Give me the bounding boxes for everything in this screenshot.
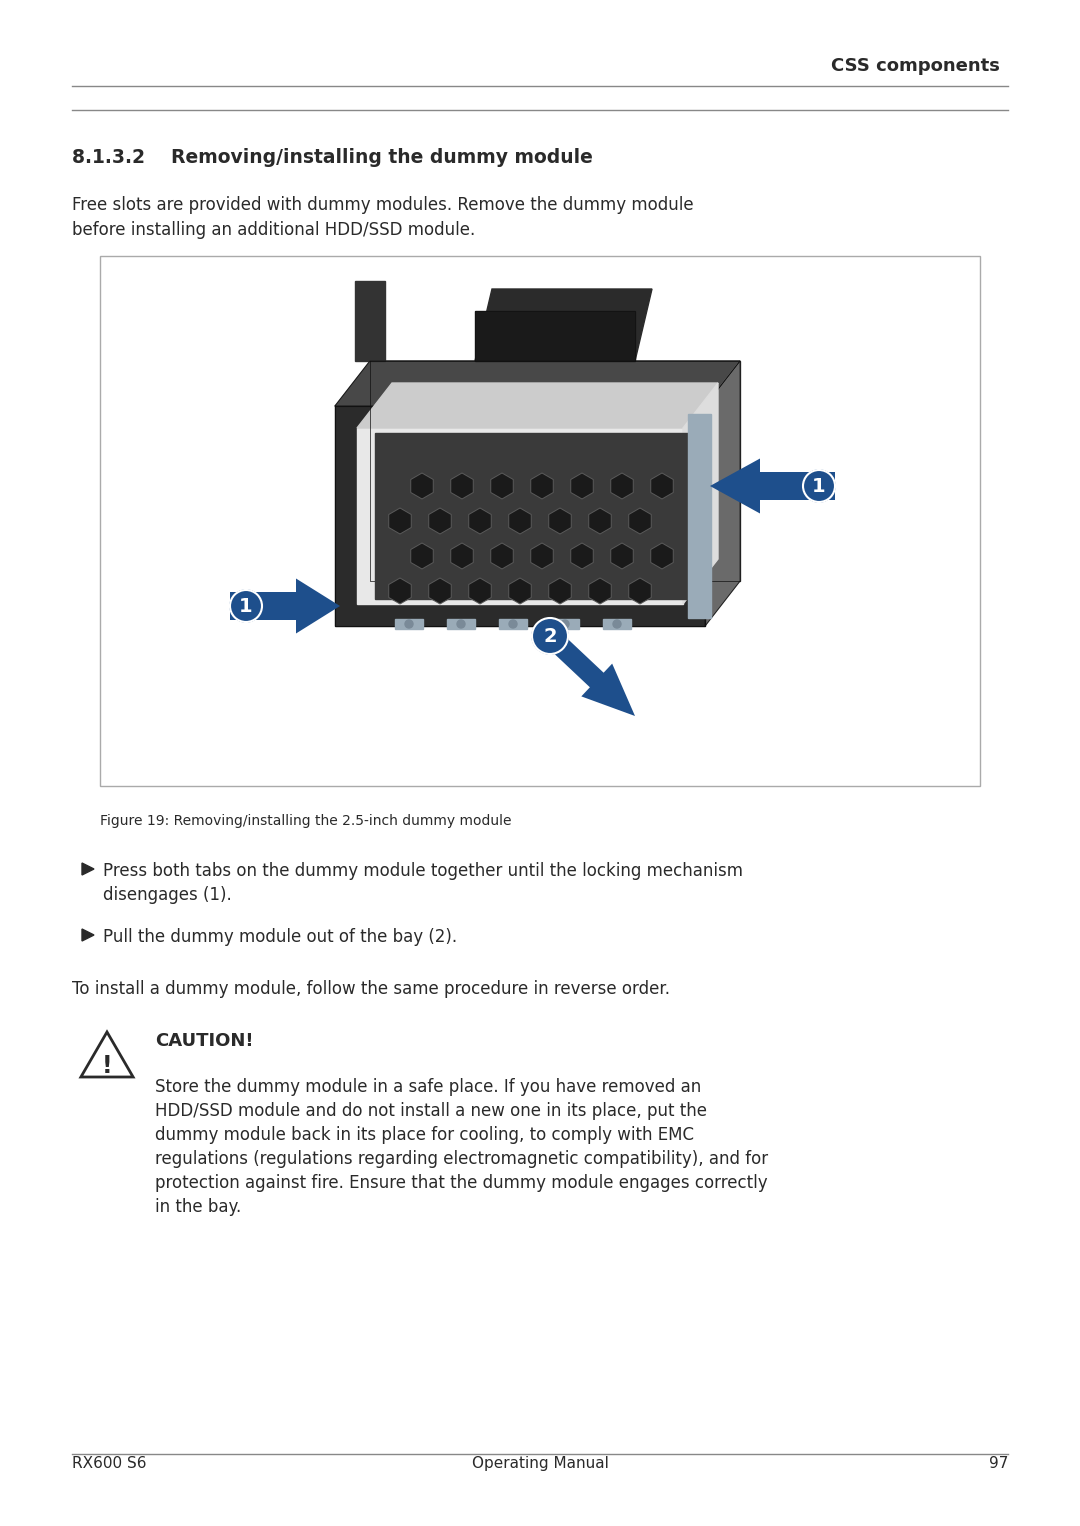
Circle shape	[405, 620, 413, 629]
Text: HDD/SSD module and do not install a new one in its place, put the: HDD/SSD module and do not install a new …	[156, 1102, 707, 1120]
Text: in the bay.: in the bay.	[156, 1198, 241, 1216]
Text: disengages (1).: disengages (1).	[103, 887, 232, 903]
Circle shape	[804, 470, 835, 502]
Polygon shape	[589, 578, 611, 604]
Polygon shape	[651, 543, 673, 569]
Polygon shape	[611, 473, 633, 499]
Polygon shape	[629, 578, 651, 604]
Polygon shape	[499, 620, 527, 629]
Text: 97: 97	[988, 1456, 1008, 1471]
Circle shape	[230, 591, 262, 623]
Polygon shape	[469, 578, 491, 604]
Polygon shape	[335, 406, 705, 626]
Text: before installing an additional HDD/SSD module.: before installing an additional HDD/SSD …	[72, 221, 475, 240]
Polygon shape	[570, 543, 593, 569]
Text: 1: 1	[812, 476, 826, 496]
Text: !: !	[102, 1054, 112, 1077]
Polygon shape	[570, 473, 593, 499]
Polygon shape	[389, 508, 411, 534]
Polygon shape	[335, 362, 740, 406]
Polygon shape	[688, 414, 711, 618]
Polygon shape	[447, 620, 475, 629]
Polygon shape	[389, 578, 411, 604]
Text: 8.1.3.2    Removing/installing the dummy module: 8.1.3.2 Removing/installing the dummy mo…	[72, 148, 593, 166]
Circle shape	[613, 620, 621, 629]
Polygon shape	[357, 383, 718, 427]
Polygon shape	[549, 508, 571, 534]
Polygon shape	[589, 508, 611, 534]
Polygon shape	[603, 620, 631, 629]
Polygon shape	[490, 473, 513, 499]
Polygon shape	[357, 427, 683, 604]
Polygon shape	[82, 864, 94, 874]
Polygon shape	[530, 543, 553, 569]
Text: Press both tabs on the dummy module together until the locking mechanism: Press both tabs on the dummy module toge…	[103, 862, 743, 881]
Polygon shape	[82, 929, 94, 942]
Polygon shape	[629, 508, 651, 534]
Polygon shape	[705, 362, 740, 626]
Polygon shape	[611, 543, 633, 569]
Text: To install a dummy module, follow the same procedure in reverse order.: To install a dummy module, follow the sa…	[72, 980, 670, 998]
Polygon shape	[395, 620, 423, 629]
Polygon shape	[450, 473, 473, 499]
Text: Figure 19: Removing/installing the 2.5-inch dummy module: Figure 19: Removing/installing the 2.5-i…	[100, 813, 512, 829]
Polygon shape	[355, 281, 384, 362]
Polygon shape	[429, 508, 451, 534]
Polygon shape	[543, 629, 635, 716]
Text: Operating Manual: Operating Manual	[472, 1456, 608, 1471]
Text: CAUTION!: CAUTION!	[156, 1032, 254, 1050]
Text: protection against fire. Ensure that the dummy module engages correctly: protection against fire. Ensure that the…	[156, 1173, 768, 1192]
Text: regulations (regulations regarding electromagnetic compatibility), and for: regulations (regulations regarding elect…	[156, 1151, 768, 1167]
Polygon shape	[490, 543, 513, 569]
Polygon shape	[429, 578, 451, 604]
Polygon shape	[230, 578, 340, 633]
Circle shape	[509, 620, 517, 629]
Polygon shape	[530, 473, 553, 499]
Circle shape	[457, 620, 465, 629]
Text: RX600 S6: RX600 S6	[72, 1456, 147, 1471]
Polygon shape	[410, 473, 433, 499]
Text: Pull the dummy module out of the bay (2).: Pull the dummy module out of the bay (2)…	[103, 928, 457, 946]
Text: Free slots are provided with dummy modules. Remove the dummy module: Free slots are provided with dummy modul…	[72, 195, 693, 214]
Polygon shape	[683, 383, 718, 604]
Polygon shape	[450, 543, 473, 569]
Polygon shape	[469, 508, 491, 534]
Polygon shape	[710, 458, 835, 514]
Text: CSS components: CSS components	[832, 56, 1000, 75]
Polygon shape	[375, 433, 696, 600]
Text: 1: 1	[239, 597, 253, 615]
Polygon shape	[651, 473, 673, 499]
Polygon shape	[549, 578, 571, 604]
Text: 2: 2	[543, 627, 557, 645]
FancyBboxPatch shape	[100, 256, 980, 786]
Polygon shape	[81, 1032, 133, 1077]
Circle shape	[561, 620, 569, 629]
Polygon shape	[475, 288, 652, 362]
Polygon shape	[410, 543, 433, 569]
Polygon shape	[509, 508, 531, 534]
Polygon shape	[475, 311, 635, 362]
Circle shape	[532, 618, 568, 655]
Text: dummy module back in its place for cooling, to comply with EMC: dummy module back in its place for cooli…	[156, 1126, 694, 1144]
Polygon shape	[551, 620, 579, 629]
Polygon shape	[370, 362, 740, 581]
Polygon shape	[509, 578, 531, 604]
Text: Store the dummy module in a safe place. If you have removed an: Store the dummy module in a safe place. …	[156, 1077, 701, 1096]
